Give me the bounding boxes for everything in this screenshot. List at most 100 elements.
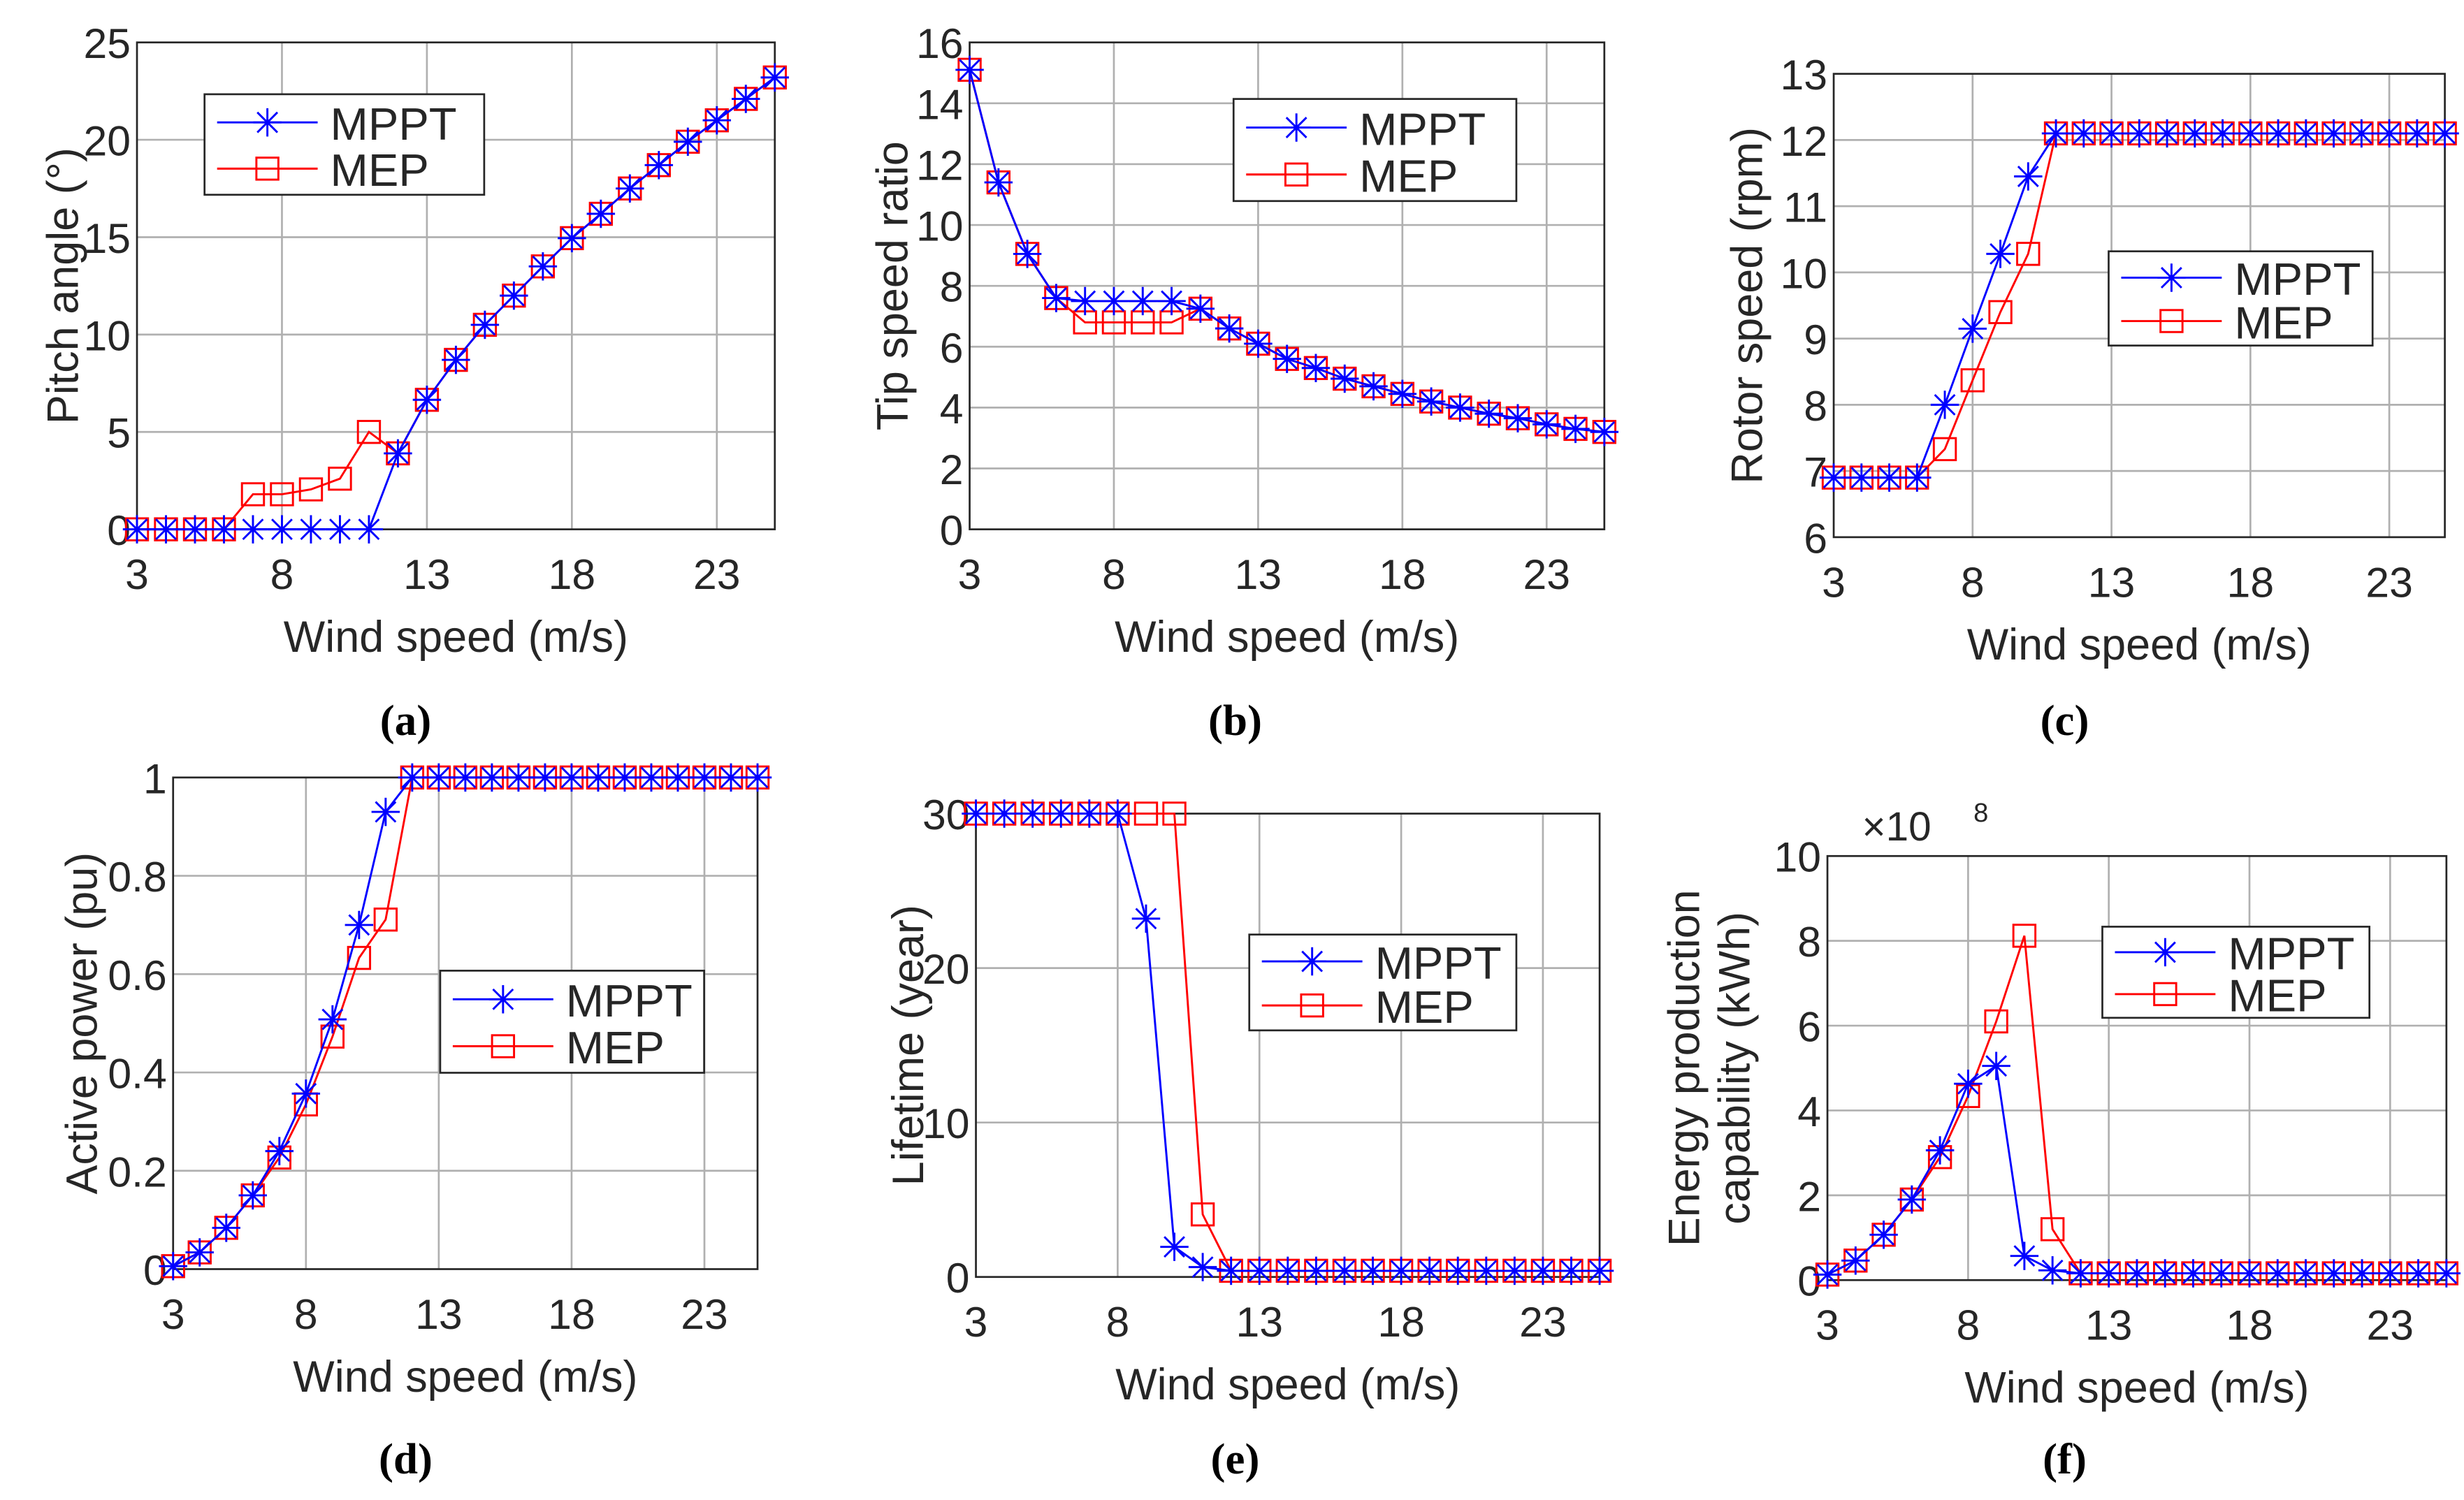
y-axis-multiplier: ×10 [1862,804,1932,850]
asterisk-marker [1245,1256,1274,1286]
asterisk-marker [1847,463,1876,492]
asterisk-marker [500,281,528,310]
marker-stroke [2126,1262,2148,1284]
marker-stroke [764,66,786,89]
x-tick-label: 18 [548,1290,595,1338]
marker-stroke [2017,166,2039,187]
marker-stroke [1078,803,1101,824]
x-tick-label: 8 [1106,1298,1130,1346]
marker-stroke [1588,1260,1611,1282]
y-tick-label: 12 [1781,117,1828,165]
asterisk-marker [2125,119,2154,148]
marker-stroke [1218,317,1240,340]
marker-stroke [1247,333,1269,355]
marker-stroke [1390,1260,1412,1282]
marker-stroke [1990,242,2011,265]
asterisk-marker [2403,119,2432,148]
asterisk-marker [2404,1259,2433,1288]
marker-stroke [1475,1260,1498,1282]
marker-stroke [1135,908,1157,930]
marker-stroke [720,766,742,789]
legend-item-mppt: MPPT [452,975,693,1026]
x-tick-label: 8 [1961,558,1985,606]
marker-stroke [1535,413,1558,435]
marker-stroke [532,255,554,277]
x-tick-label: 13 [2085,1302,2133,1349]
asterisk-marker [2430,119,2459,148]
asterisk-marker [1018,799,1047,828]
marker-stroke [2407,1262,2429,1284]
legend-label: MPPT [2228,929,2354,980]
asterisk-marker [558,224,586,253]
marker-stroke [444,349,467,371]
marker-stroke [1560,1260,1582,1282]
marker-stroke [213,518,235,541]
y-tick-label: 10 [916,203,964,250]
y-tick-label: 0 [940,507,964,554]
marker-stroke [560,227,583,249]
asterisk-marker [2235,1259,2264,1288]
legend-item-mep: MEP [452,1022,665,1073]
marker-stroke [215,1216,238,1239]
marker-stroke [1362,1260,1384,1282]
square-marker [347,945,372,970]
square-marker [240,482,266,507]
legend-box [2101,926,2371,1019]
series-mppt [1813,1051,2461,1289]
asterisk-marker [477,763,507,792]
marker-stroke [2323,122,2345,145]
marker-stroke [271,518,293,541]
panel-caption: (e) [1211,1434,1260,1483]
y-tick-label: 10 [1774,833,1822,881]
asterisk-marker [2179,1259,2208,1288]
marker-stroke [1164,1236,1185,1258]
square-marker [2016,242,2041,266]
marker-stroke [256,111,279,133]
asterisk-marker [159,1252,187,1281]
square-marker [1190,1202,1215,1227]
legend-item-mep: MEP [2115,970,2327,1021]
panel-caption: (d) [379,1434,433,1483]
marker-stroke [1929,1139,1951,1161]
legend-item-mep: MEP [217,145,429,196]
asterisk-marker [1215,314,1244,343]
marker-stroke [2101,122,2122,145]
marker-stroke [1934,393,1956,416]
marker-stroke [1447,1260,1469,1282]
asterisk-marker [326,515,354,544]
asterisk-marker [962,799,990,828]
asterisk-marker [2097,119,2126,148]
asterisk-marker [1131,904,1161,933]
marker-stroke [1333,367,1356,390]
asterisk-marker [2319,119,2348,148]
y-axis-label: capability (kWh) [1710,912,1759,1225]
marker-stroke [2156,122,2178,145]
square-marker [2159,309,2184,333]
marker-stroke [300,518,322,541]
asterisk-marker [210,515,238,544]
asterisk-marker [253,108,282,137]
legend-item-mppt: MPPT [1261,938,1502,989]
asterisk-marker [1282,113,1311,142]
marker-stroke [2238,1262,2261,1284]
marker-stroke [1957,1072,1979,1095]
asterisk-marker [2150,1259,2180,1288]
asterisk-marker [2151,938,2180,967]
legend-label: MEP [1375,982,1474,1033]
panel-caption: (f) [2043,1434,2087,1483]
asterisk-marker [1273,344,1301,373]
asterisk-marker [1416,387,1446,416]
x-tick-label: 18 [1379,551,1426,598]
asterisk-marker [955,55,984,85]
x-tick-label: 13 [1235,1298,1283,1346]
y-tick-label: 10 [84,312,131,359]
asterisk-marker [1099,286,1129,316]
x-tick-label: 3 [161,1290,185,1338]
marker-stroke [2266,1262,2289,1284]
marker-stroke [2379,1262,2401,1284]
x-tick-label: 13 [1235,551,1282,598]
marker-stroke [1285,117,1307,138]
marker-stroke [1391,383,1414,405]
marker-stroke [416,388,438,411]
